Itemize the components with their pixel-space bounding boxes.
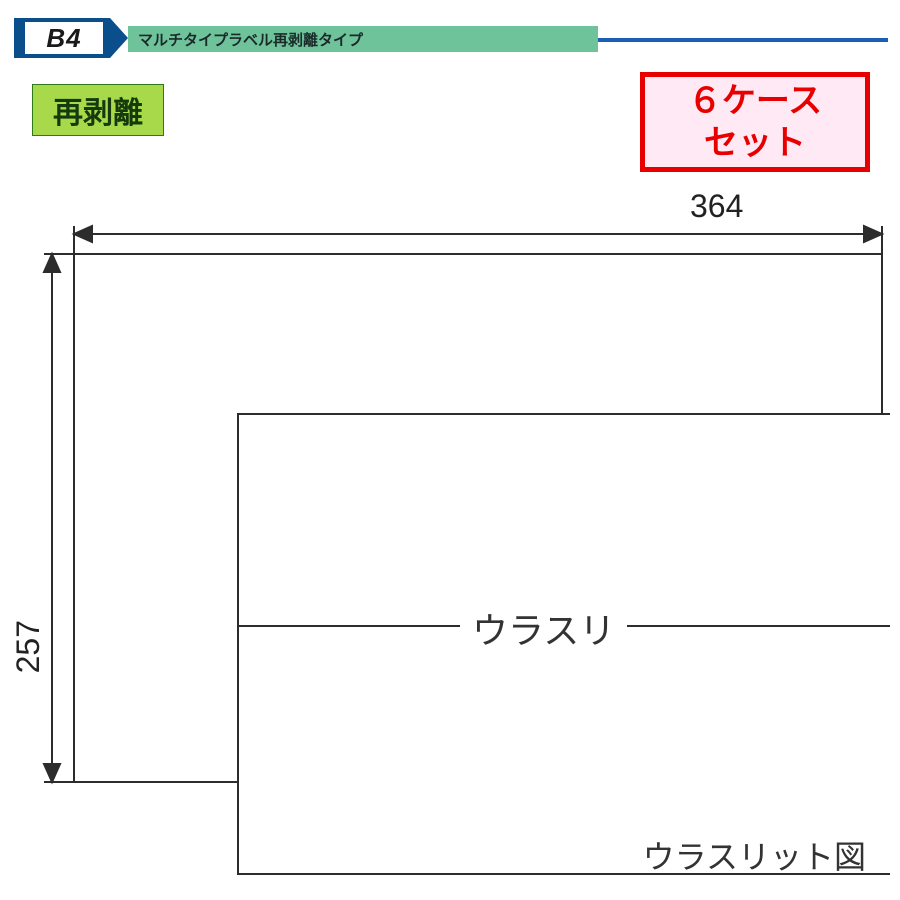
left-dimension-line xyxy=(44,254,74,782)
size-badge-text: B4 xyxy=(25,22,103,54)
slit-label: ウラスリ xyxy=(460,602,627,654)
top-dimension-line xyxy=(74,226,882,254)
diagram-caption: ウラスリット図 xyxy=(643,832,866,878)
case-set-line1: ６ケース xyxy=(688,80,822,123)
technical-diagram xyxy=(10,220,890,880)
size-badge: B4 xyxy=(14,18,110,58)
case-set-line2: セット xyxy=(704,122,806,165)
header-bar: B4 マルチタイプラベル再剥離タイプ xyxy=(0,18,900,58)
case-set-badge: ６ケース セット xyxy=(640,72,870,172)
repeel-badge: 再剥離 xyxy=(32,84,164,136)
header-divider xyxy=(598,38,888,42)
subtitle-strip: マルチタイプラベル再剥離タイプ xyxy=(128,26,598,52)
